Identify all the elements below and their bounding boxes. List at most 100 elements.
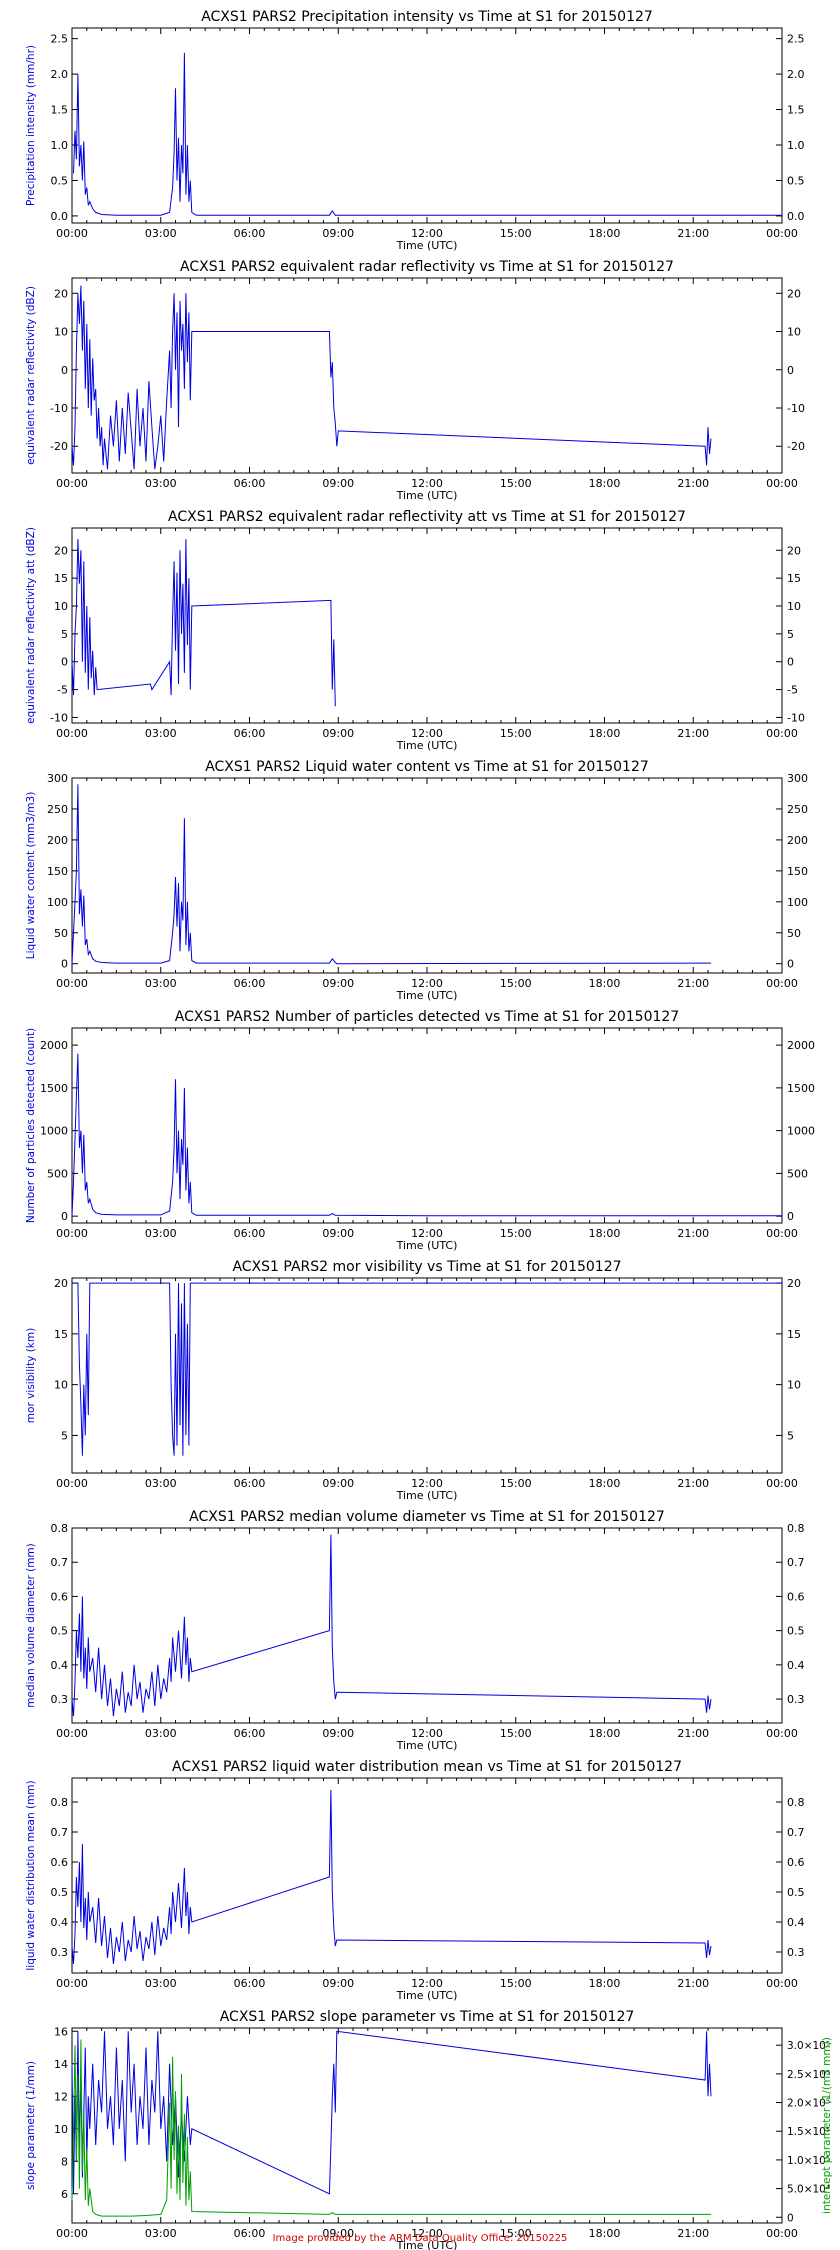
y-tick-label-right: 0	[787, 656, 794, 669]
plot-frame	[71, 777, 783, 974]
x-tick-label: 12:00	[411, 227, 443, 240]
x-tick-label: 15:00	[500, 1727, 532, 1740]
x-tick-label: 21:00	[677, 1227, 709, 1240]
x-tick-label: 15:00	[500, 477, 532, 490]
y-tick-label-right: 0.6	[787, 1590, 805, 1603]
plot-frame	[71, 27, 783, 224]
y-tick-label-right: 1500	[787, 1082, 815, 1095]
x-tick-label: 09:00	[322, 1477, 354, 1490]
y-tick-label-right: 20	[787, 1277, 801, 1290]
y-tick-label: 250	[47, 803, 68, 816]
chart-panel-8: ACXS1 PARS2 liquid water distribution me…	[25, 1759, 805, 2002]
x-tick-label: 18:00	[589, 477, 621, 490]
x-tick-label: 06:00	[234, 1727, 266, 1740]
y-tick-label: 10	[54, 326, 68, 339]
y-tick-label-right: 20	[787, 544, 801, 557]
x-tick-label: 21:00	[677, 227, 709, 240]
series-line-1	[73, 52, 782, 216]
x-tick-label: 12:00	[411, 1727, 443, 1740]
y-tick-label-right: 0.3	[787, 1946, 805, 1959]
chart-title: ACXS1 PARS2 Liquid water content vs Time…	[205, 759, 649, 775]
series-line-1	[71, 285, 712, 470]
y-tick-label-right: 1.5	[787, 104, 805, 117]
y-tick-label-right: 0.8	[787, 1522, 805, 1535]
x-tick-label: 03:00	[145, 227, 177, 240]
x-tick-label: 03:00	[145, 1477, 177, 1490]
y-tick-label: 0.8	[51, 1522, 69, 1535]
y-tick-label: 0.4	[51, 1916, 69, 1929]
chart-title: ACXS1 PARS2 liquid water distribution me…	[172, 1759, 682, 1775]
x-tick-label: 12:00	[411, 1227, 443, 1240]
x-tick-label: 00:00	[766, 727, 798, 740]
series-line-1	[71, 1789, 712, 1965]
y2-tick-label: 3.0×10⁵	[787, 2040, 830, 2052]
x-tick-label: 12:00	[411, 1477, 443, 1490]
y-tick-label-right: 2000	[787, 1039, 815, 1052]
x-tick-label: 15:00	[500, 727, 532, 740]
x-axis-label: Time (UTC)	[396, 1739, 458, 1752]
y2-tick-label: 2.5×10⁵	[787, 2069, 830, 2081]
x-tick-label: 21:00	[677, 477, 709, 490]
y-tick-label-right: 1000	[787, 1125, 815, 1138]
chart-title: ACXS1 PARS2 slope parameter vs Time at S…	[220, 2009, 635, 2025]
x-tick-label: 15:00	[500, 977, 532, 990]
chart-panel-1: ACXS1 PARS2 Precipitation intensity vs T…	[25, 9, 805, 252]
y-tick-label-right: 2.5	[787, 33, 805, 46]
y-tick-label-right: 200	[787, 834, 808, 847]
y-tick-label-right: 0.7	[787, 1556, 805, 1569]
y-tick-label: 10	[54, 2123, 68, 2136]
y-axis-label: Liquid water content (mm3/m3)	[25, 792, 37, 960]
x-tick-label: 03:00	[145, 1977, 177, 1990]
x-tick-label: 00:00	[56, 1477, 88, 1490]
x-tick-label: 00:00	[766, 1477, 798, 1490]
y-tick-label: 100	[47, 896, 68, 909]
y-tick-label: 0.8	[51, 1796, 69, 1809]
x-tick-label: 03:00	[145, 1727, 177, 1740]
y-tick-label-right: 0.5	[787, 1625, 805, 1638]
x-tick-label: 00:00	[56, 477, 88, 490]
y-tick-label: 2.5	[51, 33, 69, 46]
series-line-1	[72, 1282, 782, 1456]
x-tick-label: 18:00	[589, 227, 621, 240]
x-tick-label: 03:00	[145, 477, 177, 490]
y-tick-label: 0.6	[51, 1856, 69, 1869]
x-tick-label: 06:00	[234, 1227, 266, 1240]
y2-tick-label: 5.0×10⁴	[787, 2184, 830, 2196]
plot-frame	[71, 1777, 783, 1974]
y-axis-label: slope parameter (1/mm)	[25, 2061, 37, 2190]
x-tick-label: 00:00	[56, 1977, 88, 1990]
y-tick-label: 0.6	[51, 1590, 69, 1603]
y-tick-label-right: 50	[787, 927, 801, 940]
y-tick-label: 15	[54, 1328, 68, 1341]
chart-title: ACXS1 PARS2 mor visibility vs Time at S1…	[232, 1259, 621, 1275]
y-tick-label: 1000	[40, 1125, 68, 1138]
x-tick-label: 18:00	[589, 727, 621, 740]
x-tick-label: 12:00	[411, 1977, 443, 1990]
series-line-1	[71, 784, 711, 965]
x-tick-label: 12:00	[411, 977, 443, 990]
series-line-1	[71, 1534, 712, 1717]
x-tick-label: 18:00	[589, 2227, 621, 2240]
x-tick-label: 03:00	[145, 977, 177, 990]
y-tick-label: 0.4	[51, 1659, 69, 1672]
chart-panel-6: ACXS1 PARS2 mor visibility vs Time at S1…	[25, 1259, 801, 1502]
chart-title: ACXS1 PARS2 equivalent radar reflectivit…	[180, 259, 674, 275]
x-tick-label: 03:00	[145, 1227, 177, 1240]
x-tick-label: 00:00	[766, 1227, 798, 1240]
y-tick-label-right: 5	[787, 1429, 794, 1442]
chart-panel-9: ACXS1 PARS2 slope parameter vs Time at S…	[25, 2009, 833, 2250]
y-tick-label-right: 15	[787, 572, 801, 585]
y-tick-label: 1500	[40, 1082, 68, 1095]
y-tick-label: -20	[50, 440, 68, 453]
plot-frame	[71, 1027, 783, 1224]
y-tick-label-right: 0	[787, 364, 794, 377]
y-tick-label: 15	[54, 572, 68, 585]
x-tick-label: 09:00	[322, 727, 354, 740]
y-tick-label-right: 0.4	[787, 1916, 805, 1929]
chart-title: ACXS1 PARS2 equivalent radar reflectivit…	[168, 509, 686, 525]
y-tick-label: 2000	[40, 1039, 68, 1052]
y-tick-label-right: 0.4	[787, 1659, 805, 1672]
y-tick-label-right: 10	[787, 1379, 801, 1392]
x-tick-label: 00:00	[766, 1727, 798, 1740]
